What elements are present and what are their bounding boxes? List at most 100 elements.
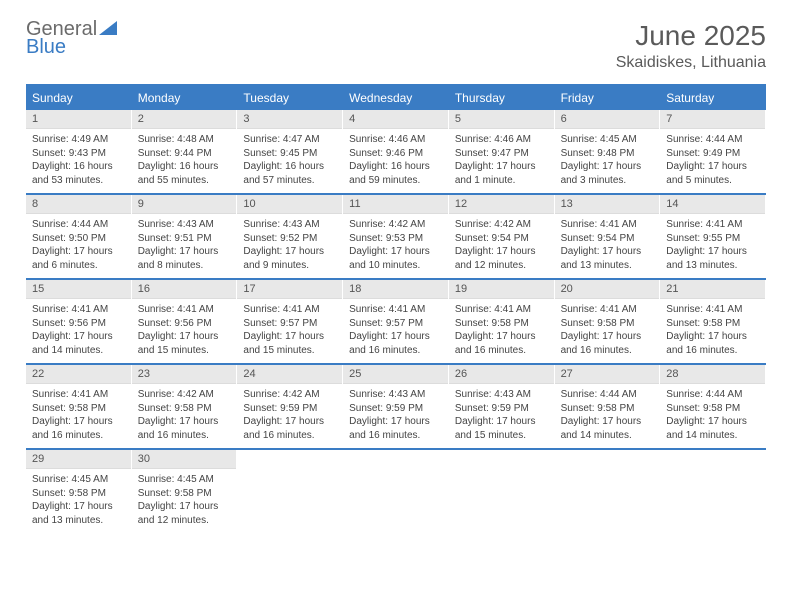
calendar-grid: SundayMondayTuesdayWednesdayThursdayFrid… (26, 84, 766, 533)
day-number: 2 (132, 110, 237, 129)
day-number: 8 (26, 195, 131, 214)
sunrise: Sunrise: 4:43 AM (349, 388, 442, 402)
calendar-cell: 30Sunrise: 4:45 AMSunset: 9:58 PMDayligh… (132, 450, 238, 533)
calendar-cell: 14Sunrise: 4:41 AMSunset: 9:55 PMDayligh… (660, 195, 766, 278)
daylight: Daylight: 17 hours and 13 minutes. (561, 245, 654, 272)
day-number: 15 (26, 280, 131, 299)
day-number: 28 (660, 365, 765, 384)
day-number: 7 (660, 110, 765, 129)
calendar-cell: 11 Sunrise: 4:42 AMSunset: 9:53 PMDayligh… (343, 195, 449, 278)
day-details: Sunrise: 4:43 AMSunset: 9:51 PMDaylight:… (132, 214, 237, 278)
day-details: Sunrise: 4:41 AMSunset: 9:55 PMDaylight:… (660, 214, 765, 278)
sunset: Sunset: 9:58 PM (138, 402, 231, 416)
sunrise: Sunrise: 4:41 AM (666, 303, 759, 317)
day-number: 20 (555, 280, 660, 299)
day-details: Sunrise: 4:44 AMSunset: 9:50 PMDaylight:… (26, 214, 131, 278)
calendar-cell (237, 450, 343, 533)
calendar-cell: 5Sunrise: 4:46 AMSunset: 9:47 PMDaylight… (449, 110, 555, 193)
day-number: 5 (449, 110, 554, 129)
day-details: Sunrise: 4:46 AMSunset: 9:47 PMDaylight:… (449, 129, 554, 193)
calendar-cell: 23Sunrise: 4:42 AMSunset: 9:58 PMDayligh… (132, 365, 238, 448)
day-details: Sunrise: 4:48 AMSunset: 9:44 PMDaylight:… (132, 129, 237, 193)
daylight: Daylight: 17 hours and 16 minutes. (349, 330, 442, 357)
daylight: Daylight: 17 hours and 1 minute. (455, 160, 548, 187)
day-details: Sunrise: 4:45 AMSunset: 9:58 PMDaylight:… (132, 469, 237, 533)
day-number: 1 (26, 110, 131, 129)
day-number: 9 (132, 195, 237, 214)
day-header: Monday (132, 86, 238, 110)
sunrise: Sunrise: 4:47 AM (243, 133, 336, 147)
calendar-cell: 7Sunrise: 4:44 AMSunset: 9:49 PMDaylight… (660, 110, 766, 193)
sunrise: Sunrise: 4:41 AM (349, 303, 442, 317)
logo: General Blue (26, 20, 117, 56)
sunset: Sunset: 9:58 PM (666, 402, 759, 416)
calendar-cell: 6Sunrise: 4:45 AMSunset: 9:48 PMDaylight… (555, 110, 661, 193)
day-number: 16 (132, 280, 237, 299)
calendar-cell: 3Sunrise: 4:47 AMSunset: 9:45 PMDaylight… (237, 110, 343, 193)
location: Skaidiskes, Lithuania (616, 54, 766, 72)
sunset: Sunset: 9:55 PM (666, 232, 759, 246)
daylight: Daylight: 17 hours and 16 minutes. (455, 330, 548, 357)
day-number: 13 (555, 195, 660, 214)
sunset: Sunset: 9:49 PM (666, 147, 759, 161)
day-number: 11 (343, 195, 448, 214)
day-details: Sunrise: 4:41 AMSunset: 9:58 PMDaylight:… (660, 299, 765, 363)
sunrise: Sunrise: 4:44 AM (666, 133, 759, 147)
day-details: Sunrise: 4:43 AMSunset: 9:52 PMDaylight:… (237, 214, 342, 278)
daylight: Daylight: 17 hours and 10 minutes. (349, 245, 442, 272)
sunset: Sunset: 9:46 PM (349, 147, 442, 161)
sunset: Sunset: 9:59 PM (455, 402, 548, 416)
calendar-cell (343, 450, 449, 533)
day-details: Sunrise: 4:41 AMSunset: 9:58 PMDaylight:… (555, 299, 660, 363)
day-details: Sunrise: 4:44 AMSunset: 9:49 PMDaylight:… (660, 129, 765, 193)
daylight: Daylight: 17 hours and 14 minutes. (32, 330, 125, 357)
calendar-cell: 22Sunrise: 4:41 AMSunset: 9:58 PMDayligh… (26, 365, 132, 448)
daylight: Daylight: 17 hours and 15 minutes. (243, 330, 336, 357)
sunset: Sunset: 9:43 PM (32, 147, 125, 161)
day-number: 10 (237, 195, 342, 214)
day-details: Sunrise: 4:43 AMSunset: 9:59 PMDaylight:… (449, 384, 554, 448)
sunrise: Sunrise: 4:46 AM (455, 133, 548, 147)
calendar-cell: 13Sunrise: 4:41 AMSunset: 9:54 PMDayligh… (555, 195, 661, 278)
sunrise: Sunrise: 4:41 AM (455, 303, 548, 317)
sunset: Sunset: 9:54 PM (561, 232, 654, 246)
day-number: 18 (343, 280, 448, 299)
sunset: Sunset: 9:50 PM (32, 232, 125, 246)
sunset: Sunset: 9:53 PM (349, 232, 442, 246)
sunset: Sunset: 9:52 PM (243, 232, 336, 246)
daylight: Daylight: 17 hours and 14 minutes. (666, 415, 759, 442)
sunrise: Sunrise: 4:41 AM (243, 303, 336, 317)
sunset: Sunset: 9:45 PM (243, 147, 336, 161)
sunset: Sunset: 9:58 PM (666, 317, 759, 331)
day-number: 14 (660, 195, 765, 214)
sunrise: Sunrise: 4:49 AM (32, 133, 125, 147)
sunset: Sunset: 9:56 PM (32, 317, 125, 331)
day-number: 6 (555, 110, 660, 129)
daylight: Daylight: 17 hours and 6 minutes. (32, 245, 125, 272)
calendar-cell: 9Sunrise: 4:43 AMSunset: 9:51 PMDaylight… (132, 195, 238, 278)
calendar-cell: 15Sunrise: 4:41 AMSunset: 9:56 PMDayligh… (26, 280, 132, 363)
calendar-cell: 17Sunrise: 4:41 AMSunset: 9:57 PMDayligh… (237, 280, 343, 363)
sunset: Sunset: 9:58 PM (32, 402, 125, 416)
calendar-cell: 27Sunrise: 4:44 AMSunset: 9:58 PMDayligh… (555, 365, 661, 448)
sunrise: Sunrise: 4:44 AM (32, 218, 125, 232)
sunset: Sunset: 9:59 PM (349, 402, 442, 416)
day-details: Sunrise: 4:42 AMSunset: 9:54 PMDaylight:… (449, 214, 554, 278)
sunrise: Sunrise: 4:42 AM (349, 218, 442, 232)
calendar-cell: 20Sunrise: 4:41 AMSunset: 9:58 PMDayligh… (555, 280, 661, 363)
sunrise: Sunrise: 4:44 AM (666, 388, 759, 402)
day-details: Sunrise: 4:42 AMSunset: 9:58 PMDaylight:… (132, 384, 237, 448)
day-details: Sunrise: 4:41 AMSunset: 9:58 PMDaylight:… (449, 299, 554, 363)
daylight: Daylight: 17 hours and 16 minutes. (138, 415, 231, 442)
sunrise: Sunrise: 4:42 AM (243, 388, 336, 402)
sunset: Sunset: 9:47 PM (455, 147, 548, 161)
sunset: Sunset: 9:58 PM (138, 487, 231, 501)
sunrise: Sunrise: 4:43 AM (455, 388, 548, 402)
calendar-cell: 26Sunrise: 4:43 AMSunset: 9:59 PMDayligh… (449, 365, 555, 448)
sunset: Sunset: 9:44 PM (138, 147, 231, 161)
day-number: 25 (343, 365, 448, 384)
sunset: Sunset: 9:56 PM (138, 317, 231, 331)
day-number: 3 (237, 110, 342, 129)
sunrise: Sunrise: 4:45 AM (32, 473, 125, 487)
daylight: Daylight: 17 hours and 16 minutes. (32, 415, 125, 442)
